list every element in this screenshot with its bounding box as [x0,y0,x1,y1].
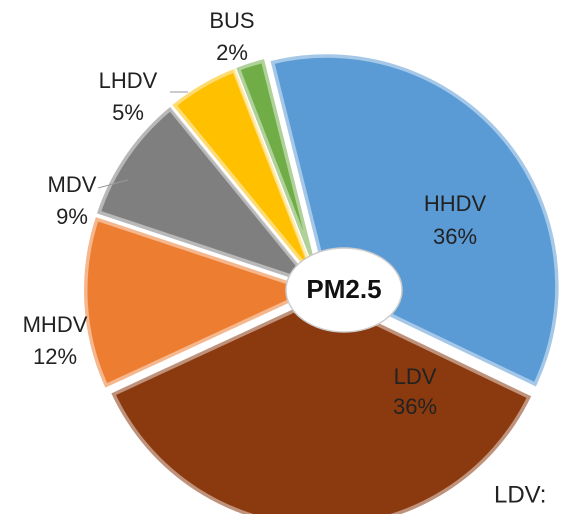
value-label: 36% [393,394,437,419]
slice [80,213,320,392]
value-label: 9% [56,204,88,229]
value-label: 12% [33,344,77,369]
category-label: MHDV [23,312,88,337]
value-label: 5% [112,100,144,125]
category-label: HHDV [424,191,487,216]
leader-line [97,179,129,189]
category-label: LHDV [99,68,158,93]
category-label: LDV [394,364,437,389]
value-label: 2% [216,40,248,65]
slice [267,50,563,390]
category-label: MDV [48,172,97,197]
slice [93,103,321,291]
slice [168,65,323,289]
category-label: BUS [209,8,254,33]
center-badge [285,247,403,333]
slice [107,292,535,514]
note: LDV: [494,481,546,508]
slice [232,55,324,288]
center-label: PM2.5 [306,274,381,304]
value-label: 36% [433,224,477,249]
pie [80,50,563,514]
